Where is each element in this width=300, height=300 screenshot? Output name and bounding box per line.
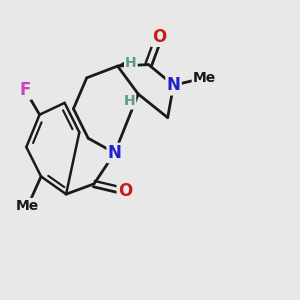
- Text: H: H: [125, 56, 137, 70]
- Text: Me: Me: [16, 199, 39, 213]
- Text: H: H: [124, 94, 135, 108]
- Text: N: N: [108, 144, 122, 162]
- Text: Me: Me: [193, 71, 216, 85]
- Text: O: O: [152, 28, 166, 46]
- Text: F: F: [19, 81, 31, 99]
- Text: O: O: [118, 182, 132, 200]
- Polygon shape: [118, 59, 132, 67]
- Text: N: N: [167, 76, 181, 94]
